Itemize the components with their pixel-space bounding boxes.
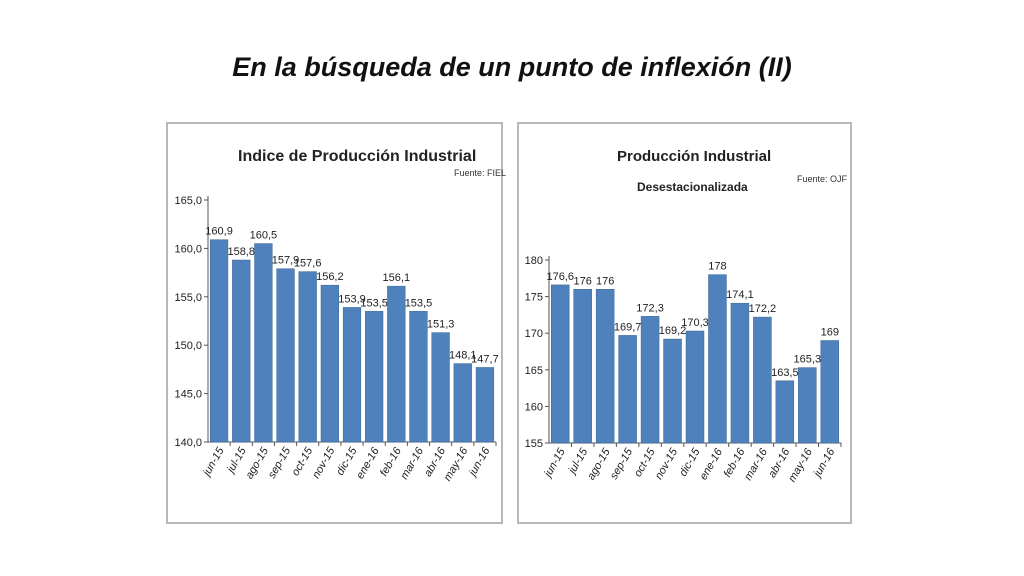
chart-title: Producción Industrial [617,148,772,165]
data-label: 158,8 [227,246,255,258]
bar [685,330,705,444]
bar [209,239,229,443]
bar [232,259,251,443]
x-tick-label: nov-15 [310,445,338,481]
bar [298,271,317,443]
bar [573,289,592,444]
bar [453,363,472,443]
bar [387,285,406,443]
data-label: 153,5 [360,297,388,309]
data-label: 156,1 [383,272,411,284]
bar [409,311,428,443]
y-tick-label: 165,0 [174,195,202,207]
bar [753,316,772,444]
y-tick-label: 165 [525,365,543,377]
data-label: 178 [708,261,726,273]
bar [708,274,727,444]
data-label: 169 [821,327,839,339]
bar [640,316,660,444]
x-tick-label: sep-15 [266,445,294,481]
y-tick-label: 160 [525,401,543,413]
bar [365,311,384,443]
bar [342,307,362,443]
data-label: 160,9 [205,226,233,238]
chart-panel-ojf: Producción Industrial Desestacionalizada… [517,122,852,524]
data-label: 176 [574,275,592,287]
x-tick-label: sep-15 [608,446,636,482]
y-tick-label: 155,0 [174,292,202,304]
data-label: 151,3 [427,319,455,331]
y-tick-label: 175 [525,292,543,304]
data-label: 176 [596,275,614,287]
chart-source: Fuente: FIEL [454,168,507,178]
x-tick-label: jun-15 [541,446,568,481]
chart-subtitle: Desestacionalizada [637,180,748,194]
y-tick-label: 150,0 [174,340,202,352]
data-label: 172,3 [636,302,664,314]
data-label: 153,5 [405,297,433,309]
data-label: 176,6 [546,271,574,283]
slide-title: En la búsqueda de un punto de inflexión … [232,52,792,82]
y-tick-label: 145,0 [174,389,202,401]
bar [798,367,817,444]
chart-panel-fiel: Indice de Producción Industrial Fuente: … [166,122,507,524]
y-tick-label: 170 [525,328,543,340]
bar [254,243,273,443]
data-label: 157,9 [272,255,300,267]
bar [618,335,637,444]
data-label: 172,2 [749,303,777,315]
data-label: 156,2 [316,271,344,283]
bar [820,340,840,444]
bar [595,289,615,444]
bar [775,380,795,444]
data-label: 169,7 [614,321,642,333]
y-tick-label: 140,0 [174,437,202,449]
y-tick-label: 180 [525,255,543,267]
x-tick-label: ene-16 [698,446,726,482]
data-label: 147,7 [471,353,499,365]
chart-title: Indice de Producción Industrial [238,148,477,165]
x-tick-label: jun-15 [200,445,227,480]
x-tick-label: jun-16 [466,445,493,480]
bar [550,284,570,444]
bar [730,302,750,444]
chart-source: Fuente: OJF [797,174,848,184]
data-label: 157,6 [294,258,322,270]
data-label: 153,9 [338,293,366,305]
data-label: 163,5 [771,367,799,379]
bar-chart-ojf: 155160165170175180176,6jun-15176jul-1517… [525,255,842,484]
x-tick-label: nov-15 [653,446,681,482]
data-label: 169,2 [659,325,687,337]
x-tick-label: jun-16 [811,446,838,481]
bar [475,367,495,443]
x-tick-label: mar-16 [398,445,426,482]
data-label: 170,3 [681,317,709,329]
data-label: 148,1 [449,350,477,362]
data-label: 174,1 [726,289,754,301]
data-label: 160,5 [250,230,278,242]
bar-chart-fiel: 140,0 145,0 150,0 155,0 160,0 165,0 160,9 jun-1… [174,195,499,483]
x-tick-label: mar-16 [742,446,770,483]
y-tick-label: 155 [525,438,543,450]
bar [276,268,295,443]
data-label: 165,3 [794,354,822,366]
x-tick-label: ene-16 [354,445,382,481]
bar [431,332,450,443]
bar [320,284,339,443]
y-tick-label: 160,0 [174,243,202,255]
bar [663,338,682,444]
